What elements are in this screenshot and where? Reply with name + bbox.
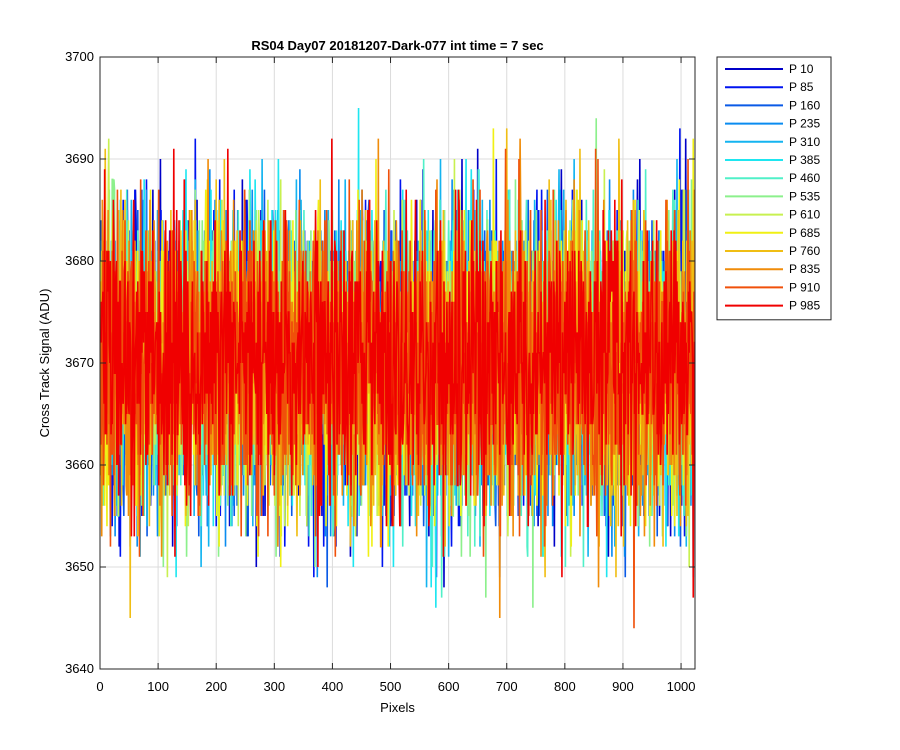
legend-label: P 10 [789, 62, 814, 76]
x-tick-label: 500 [380, 679, 402, 694]
x-tick-label: 0 [96, 679, 103, 694]
x-tick-label: 600 [438, 679, 460, 694]
legend-label: P 910 [789, 280, 820, 294]
series-layer [100, 107, 695, 629]
y-axis-label: Cross Track Signal (ADU) [37, 289, 52, 438]
legend-label: P 160 [789, 98, 820, 112]
legend-label: P 310 [789, 135, 820, 149]
legend-label: P 535 [789, 189, 820, 203]
legend-label: P 460 [789, 171, 820, 185]
y-tick-label: 3670 [65, 355, 94, 370]
x-tick-label: 100 [147, 679, 169, 694]
y-tick-label: 3660 [65, 457, 94, 472]
legend-box [716, 56, 832, 321]
x-tick-label: 800 [554, 679, 576, 694]
legend-label: P 385 [789, 153, 820, 167]
legend-label: P 235 [789, 117, 820, 131]
y-tick-label: 3700 [65, 49, 94, 64]
ticks: 0 100 200 300 400 500 600 700 800 900 1000 3640 3650… [65, 49, 695, 694]
legend-label: P 610 [789, 208, 820, 222]
legend-label: P 760 [789, 244, 820, 258]
y-tick-label: 3650 [65, 559, 94, 574]
series-line-p-985 [100, 138, 695, 598]
y-tick-label: 3680 [65, 253, 94, 268]
x-tick-label: 900 [612, 679, 634, 694]
x-tick-label: 300 [263, 679, 285, 694]
x-tick-label: 700 [496, 679, 518, 694]
legend-label: P 85 [789, 80, 814, 94]
y-tick-label: 3640 [65, 661, 94, 676]
x-tick-label: 200 [205, 679, 227, 694]
legend-label: P 685 [789, 226, 820, 240]
x-tick-label: 1000 [667, 679, 696, 694]
x-tick-label: 400 [322, 679, 344, 694]
x-axis-label: Pixels [380, 700, 415, 715]
chart-title: RS04 Day07 20181207-Dark-077 int time = … [251, 38, 543, 53]
legend: P 10 P 85 P 160 P 235 P 310 P 385 P 460 P 535 P … [716, 56, 832, 321]
legend-label: P 985 [789, 299, 820, 313]
y-tick-label: 3690 [65, 151, 94, 166]
legend-label: P 835 [789, 262, 820, 276]
